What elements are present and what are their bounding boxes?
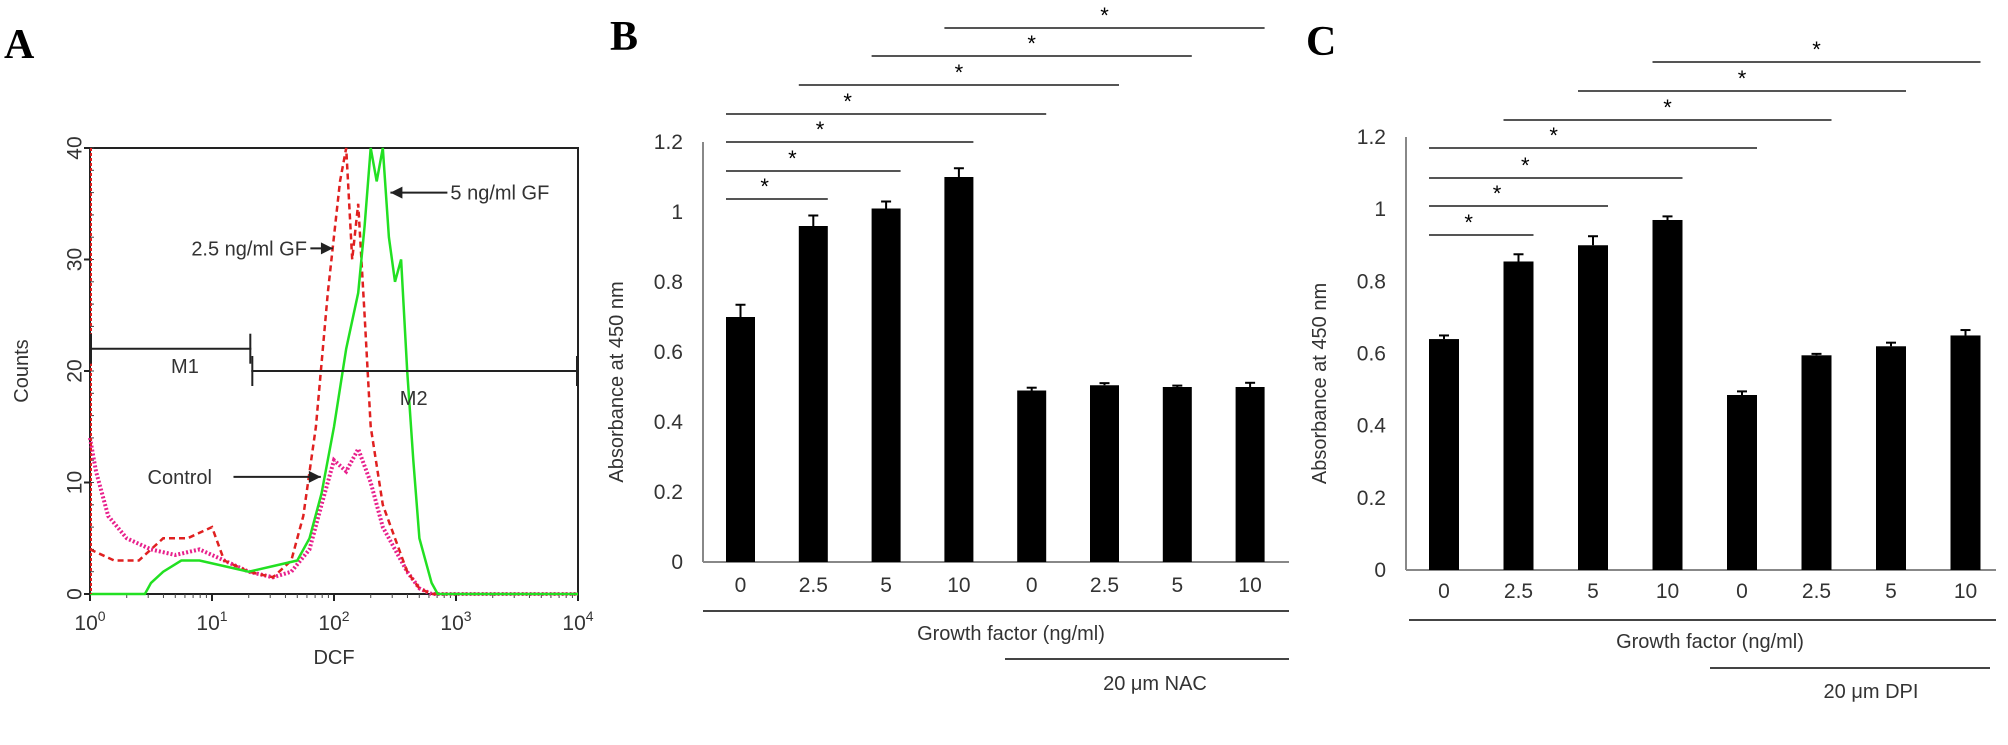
- x-tick-label: 0: [1026, 574, 1038, 597]
- bar: [1503, 261, 1534, 570]
- y-tick-label: 0.4: [1357, 415, 1387, 438]
- y-axis-label: Counts: [11, 339, 33, 402]
- y-tick-label: 40: [64, 136, 87, 159]
- x-tick-label: 10: [1656, 580, 1679, 603]
- significance-star: *: [1738, 66, 1747, 91]
- panel-letter-a: A: [4, 22, 35, 68]
- y-tick-label: 0.6: [1357, 343, 1386, 366]
- x-tick-label: 101: [196, 608, 227, 635]
- significance-star: *: [843, 89, 852, 114]
- x-tick-label: 0: [1736, 580, 1748, 603]
- x-tick-label: 10: [947, 574, 970, 597]
- panel-a: A 0 10 20 30 40 100 101 102 103 104 DCF Counts M1 M2 5 …: [4, 22, 594, 669]
- panel-b: B 0 0.2 0.4 0.6 0.8 1 1.2 Absorbance at 450 nm 0 2…: [606, 3, 1289, 695]
- histogram-5-ng-ml-gf: [90, 147, 578, 596]
- y-tick-label: 20: [64, 359, 87, 382]
- x-tick-label: 104: [562, 608, 593, 635]
- significance-star: *: [816, 117, 825, 142]
- y-tick-label: 1.2: [654, 131, 683, 154]
- x-tick-label: 2.5: [1090, 574, 1119, 597]
- arrow-head-icon: [308, 470, 321, 483]
- y-tick-label: 1: [1374, 198, 1386, 221]
- panel-letter-c: C: [1306, 19, 1336, 65]
- x-tick-label: 102: [318, 608, 349, 635]
- y-tick-label: 0.8: [654, 271, 683, 294]
- y-tick-label: 0.2: [1357, 487, 1386, 510]
- bar: [1162, 387, 1192, 562]
- bar: [1090, 385, 1119, 562]
- x-tick-label: 5: [1171, 574, 1183, 597]
- significance-star: *: [788, 146, 797, 171]
- arrow-head-icon: [390, 186, 403, 199]
- bar: [1727, 394, 1757, 570]
- y-tick-label: 0: [1374, 559, 1386, 582]
- significance-star: *: [1100, 3, 1109, 28]
- treatment-label: 20 μm NAC: [1103, 673, 1207, 695]
- y-tick-label: 30: [64, 248, 87, 271]
- x-tick-label: 2.5: [799, 574, 828, 597]
- x-tick-label: 5: [1587, 580, 1599, 603]
- x-tick-label: 0: [1438, 580, 1450, 603]
- x-tick-label: 103: [440, 608, 471, 635]
- histogram-2-5-ng-ml-gf: [89, 147, 578, 596]
- group-label: Growth factor (ng/ml): [917, 623, 1105, 645]
- significance-star: *: [1493, 181, 1502, 206]
- marker-m2-label: M2: [400, 388, 428, 410]
- bar: [1235, 387, 1265, 562]
- significance-star: *: [955, 60, 964, 85]
- bar: [1017, 390, 1047, 562]
- marker-m1-label: M1: [171, 356, 199, 378]
- y-tick-label: 0.2: [654, 481, 683, 504]
- significance-star: *: [760, 174, 769, 199]
- bar: [1950, 335, 1981, 570]
- bar: [944, 177, 974, 562]
- significance-star: *: [1812, 37, 1821, 62]
- bar: [871, 208, 901, 562]
- arrow-head-icon: [320, 242, 333, 255]
- annotation-label: 5 ng/ml GF: [450, 183, 549, 205]
- x-tick-label: 10: [1954, 580, 1977, 603]
- y-tick-label: 0: [64, 588, 87, 600]
- annotation-label: 2.5 ng/ml GF: [191, 238, 307, 260]
- y-tick-label: 0.6: [654, 341, 683, 364]
- bar: [726, 317, 755, 562]
- y-tick-label: 0.4: [654, 411, 684, 434]
- significance-star: *: [1464, 210, 1473, 235]
- annotation-label: Control: [148, 467, 212, 489]
- x-tick-label: 0: [735, 574, 747, 597]
- y-axis-label: Absorbance at 450 nm: [1309, 283, 1331, 484]
- x-tick-label: 2.5: [1504, 580, 1533, 603]
- histogram-control: [88, 437, 578, 596]
- bar: [1801, 355, 1832, 570]
- x-tick-label: 100: [74, 608, 105, 635]
- significance-star: *: [1521, 153, 1530, 178]
- x-tick-label: 5: [1885, 580, 1897, 603]
- x-tick-label: 2.5: [1802, 580, 1831, 603]
- y-tick-label: 0.8: [1357, 270, 1386, 293]
- y-tick-label: 1: [671, 201, 683, 224]
- treatment-label: 20 μm DPI: [1824, 681, 1919, 703]
- panel-letter-b: B: [610, 14, 638, 60]
- significance-star: *: [1027, 31, 1036, 56]
- group-label: Growth factor (ng/ml): [1616, 631, 1804, 653]
- y-tick-label: 1.2: [1357, 126, 1386, 149]
- x-axis-label: DCF: [313, 647, 354, 669]
- panel-c: C 0 0.2 0.4 0.6 0.8 1 1.2 Absorbance at 450 nm 0 2…: [1306, 19, 1996, 703]
- x-tick-label: 10: [1238, 574, 1261, 597]
- significance-star: *: [1549, 123, 1558, 148]
- x-tick-label: 5: [880, 574, 892, 597]
- bar: [1578, 245, 1608, 570]
- bar: [1429, 339, 1459, 570]
- bar: [798, 226, 828, 562]
- bar: [1652, 219, 1683, 570]
- y-tick-label: 0: [671, 551, 683, 574]
- y-tick-label: 10: [64, 471, 87, 494]
- y-axis-label: Absorbance at 450 nm: [606, 281, 628, 482]
- significance-star: *: [1663, 95, 1672, 120]
- bar: [1876, 346, 1906, 570]
